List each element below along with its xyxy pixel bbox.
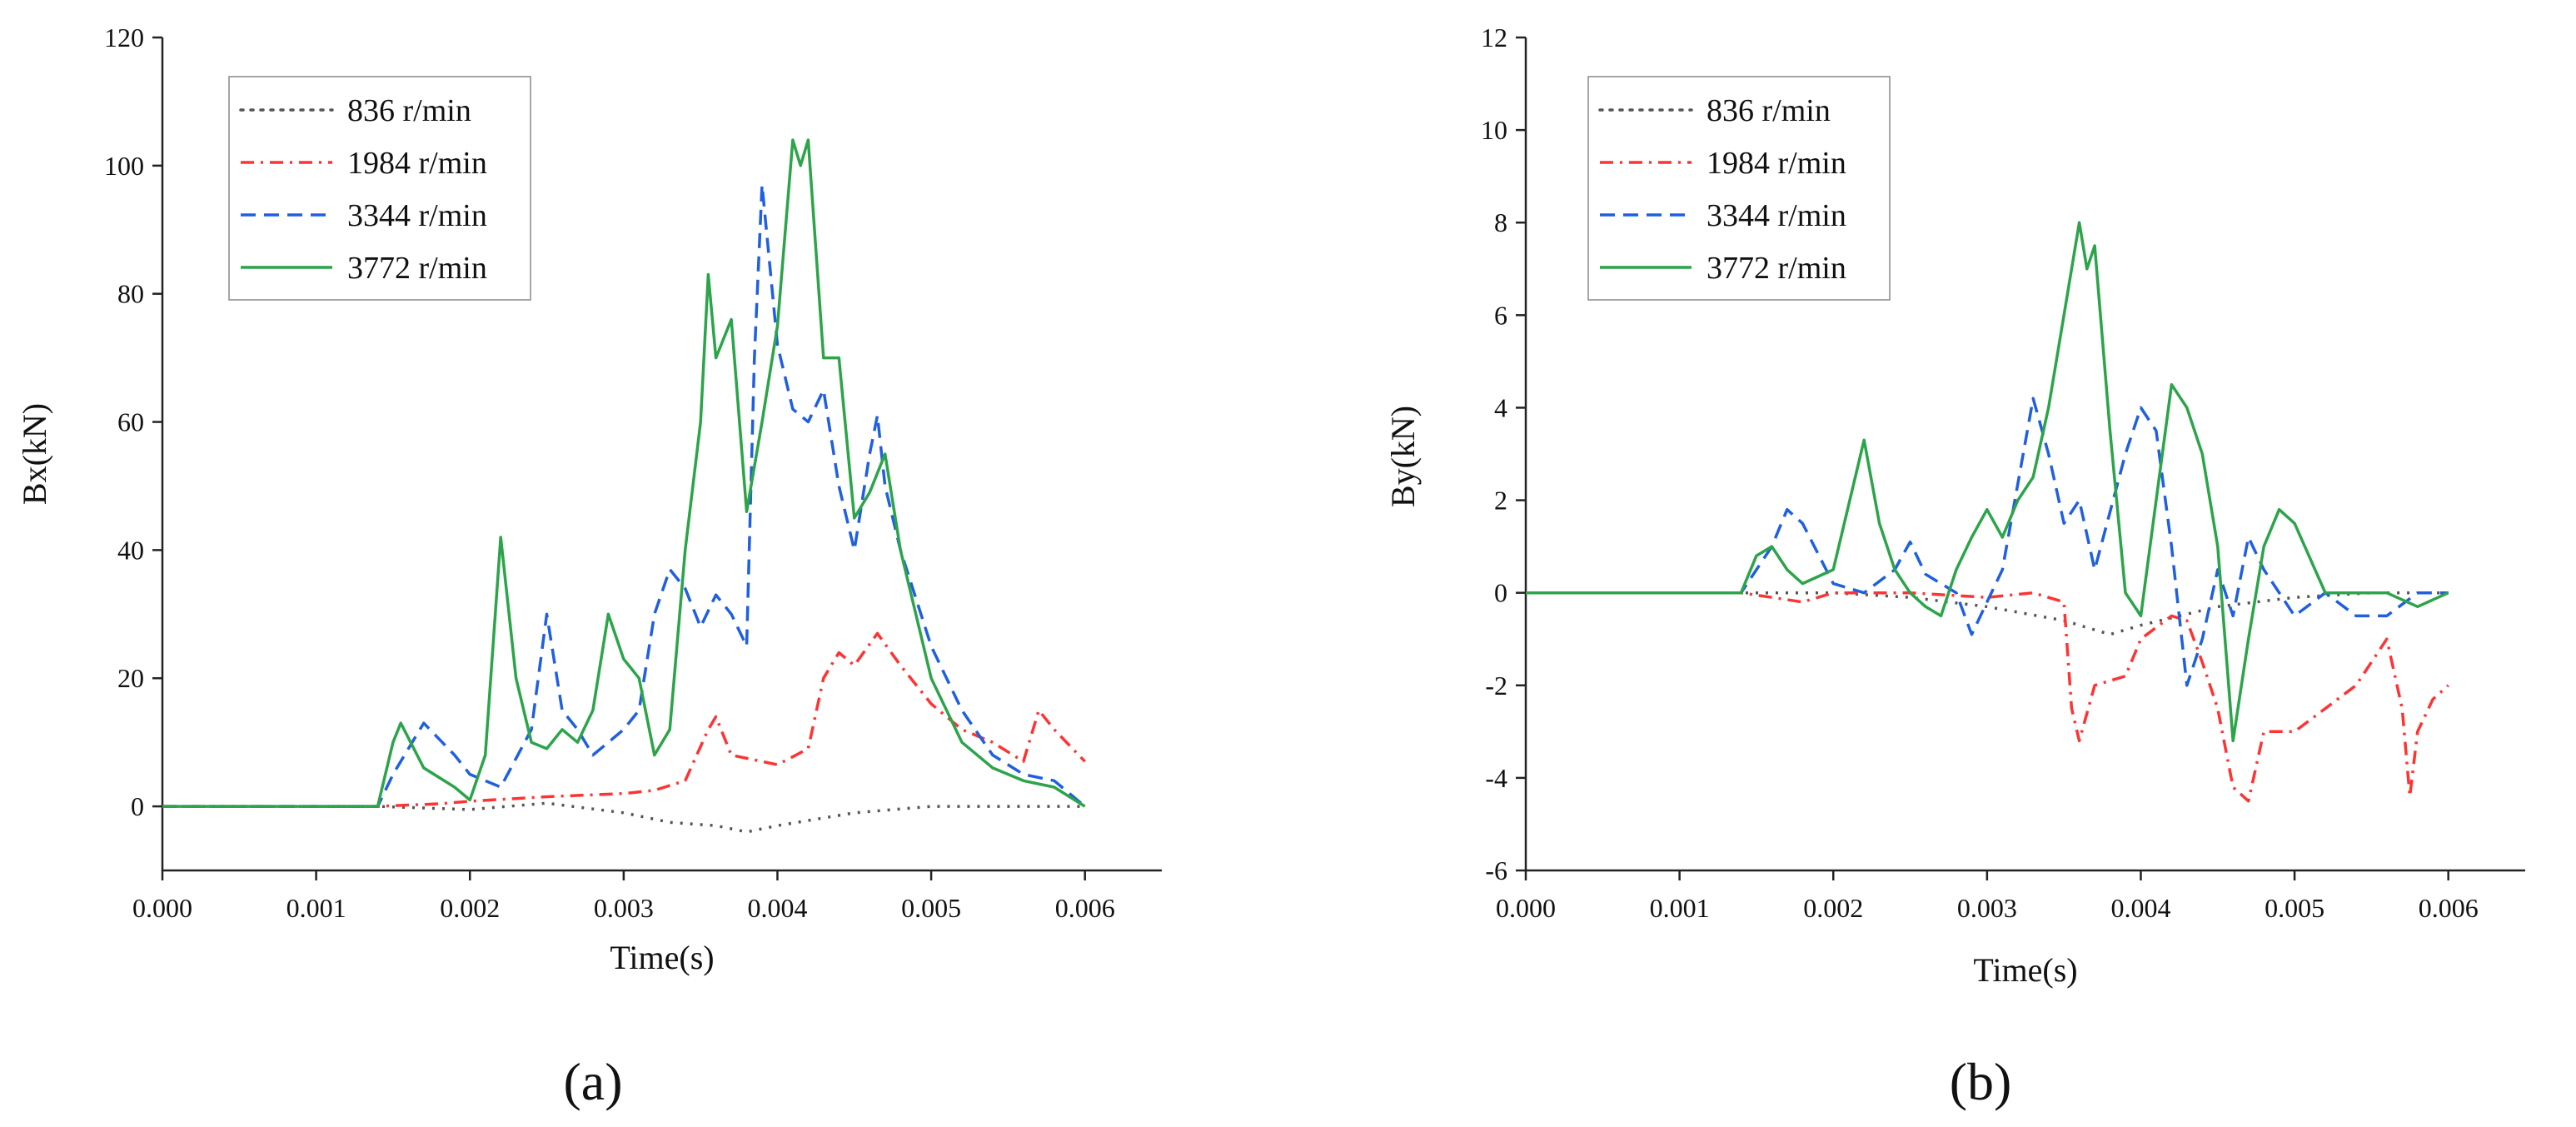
panel-b-ytick-label: 0 xyxy=(1494,578,1507,608)
panel-a-series-3344-r-min xyxy=(162,183,1086,808)
panel-b-label: (b) xyxy=(1950,1052,2012,1111)
panel-a-xtick-label: 0.001 xyxy=(286,893,346,923)
panel-b-ytick-label: -6 xyxy=(1485,855,1507,885)
panel-b-legend-label-836-r-min: 836 r/min xyxy=(1707,93,1831,128)
panel-b-ytick-label: -2 xyxy=(1485,671,1507,701)
panel-b-series xyxy=(1526,221,2449,803)
panel-a-xtick-label: 0.002 xyxy=(440,893,500,923)
panel-b-series-3772-r-min xyxy=(1526,221,2449,743)
panel-b-legend-label-3772-r-min: 3772 r/min xyxy=(1707,251,1846,286)
panel-a-xtick-label: 0.000 xyxy=(132,893,192,923)
panel-b-xtick-label: 0.000 xyxy=(1496,893,1556,923)
panel-a-legend-label-3772-r-min: 3772 r/min xyxy=(347,251,487,286)
panel-b-chart: 0.000 0.001 0.002 0.003 0.004 0.005 0.006 -6 -4… xyxy=(1384,22,2525,1111)
panel-a-xtick-label: 0.004 xyxy=(747,893,807,923)
panel-a-xlabel: Time(s) xyxy=(610,939,714,976)
panel-b-legend: 836 r/min 1984 r/min 3344 r/min 3772 r/min xyxy=(1587,76,1891,301)
panel-b-ytick-label: 2 xyxy=(1494,486,1507,516)
panel-b-xtick-label: 0.001 xyxy=(1650,893,1710,923)
panel-b-series-836-r-min xyxy=(1526,591,2449,636)
panel-a-legend: 836 r/min 1984 r/min 3344 r/min 3772 r/min xyxy=(228,76,531,301)
panel-a-y-ticks: 0 20 40 60 80 100 120 xyxy=(104,22,162,821)
panel-b-ytick-label: 10 xyxy=(1481,115,1507,145)
panel-b-legend-box xyxy=(1587,76,1891,301)
panel-b-ytick-label: 4 xyxy=(1494,392,1507,422)
panel-a-ytick-label: 40 xyxy=(117,535,144,565)
panel-a-x-ticks: 0.000 0.001 0.002 0.003 0.004 0.005 0.006 xyxy=(132,870,1115,923)
panel-b-xlabel: Time(s) xyxy=(1973,951,2077,989)
panel-a-chart: 0.000 0.001 0.002 0.003 0.004 0.005 0.006 0 20 4… xyxy=(16,22,1162,1111)
panel-b-ytick-label: 6 xyxy=(1494,300,1507,330)
panel-a-ytick-label: 80 xyxy=(117,279,144,309)
panel-b-legend-label-1984-r-min: 1984 r/min xyxy=(1707,146,1846,181)
panel-a-label: (a) xyxy=(563,1052,622,1111)
panel-a-legend-label-836-r-min: 836 r/min xyxy=(347,93,471,128)
panel-a-ytick-label: 100 xyxy=(104,151,144,181)
panel-a-legend-label-1984-r-min: 1984 r/min xyxy=(347,146,487,181)
panel-b-series-1984-r-min xyxy=(1526,591,2449,803)
panel-b-xtick-label: 0.005 xyxy=(2265,893,2324,923)
panel-b-series-3344-r-min xyxy=(1526,396,2449,687)
panel-a-series-3772-r-min xyxy=(162,138,1086,808)
panel-b-xtick-label: 0.003 xyxy=(1957,893,2017,923)
panel-b-xtick-label: 0.006 xyxy=(2419,893,2479,923)
panel-b-ylabel: By(kN) xyxy=(1384,406,1422,507)
panel-a-xtick-label: 0.006 xyxy=(1055,893,1115,923)
panel-b-x-ticks: 0.000 0.001 0.002 0.003 0.004 0.005 0.006 xyxy=(1496,870,2479,923)
panel-b-ytick-label: 12 xyxy=(1481,22,1507,52)
panel-a-ytick-label: 120 xyxy=(104,22,144,52)
panel-b-xtick-label: 0.004 xyxy=(2110,893,2170,923)
panel-a-series xyxy=(162,138,1086,834)
panel-a-ylabel: Bx(kN) xyxy=(16,403,53,505)
panel-b-xtick-label: 0.002 xyxy=(1803,893,1863,923)
panel-b-ytick-label: -4 xyxy=(1485,763,1507,793)
panel-b-y-ticks: -6 -4 -2 0 2 4 6 8 10 12 xyxy=(1481,22,1526,885)
panel-a-legend-label-3344-r-min: 3344 r/min xyxy=(347,198,487,233)
panel-b-legend-label-3344-r-min: 3344 r/min xyxy=(1707,198,1846,233)
panel-a-xtick-label: 0.003 xyxy=(594,893,654,923)
panel-b-ytick-label: 8 xyxy=(1494,207,1507,237)
panel-a-ytick-label: 20 xyxy=(117,663,144,693)
panel-a-ytick-label: 0 xyxy=(131,791,144,821)
panel-a-ytick-label: 60 xyxy=(117,407,144,437)
panel-a-legend-box xyxy=(228,76,531,301)
panel-a-xtick-label: 0.005 xyxy=(901,893,961,923)
